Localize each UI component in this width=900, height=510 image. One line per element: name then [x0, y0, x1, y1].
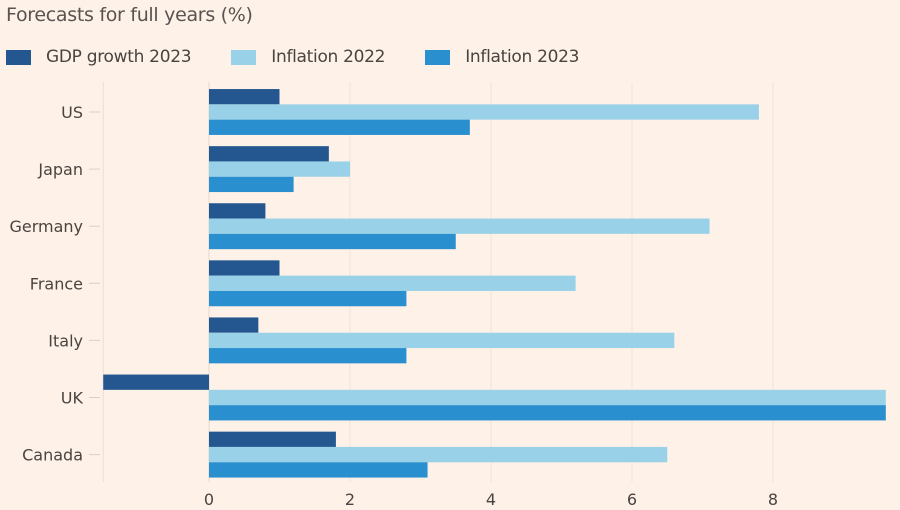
- legend-label-inflation-2023: Inflation 2023: [465, 47, 580, 67]
- legend-swatch-inflation-2023: [425, 49, 451, 65]
- legend-item-inflation-2022: Inflation 2022: [231, 47, 386, 67]
- category-label-us: US: [61, 103, 83, 122]
- bar-germany-inflation-2023: [209, 233, 456, 250]
- category-label-germany: Germany: [9, 217, 83, 236]
- bar-italy-inflation-2022: [209, 332, 675, 349]
- category-labels: US Japan Germany France Italy UK Canada: [9, 103, 100, 465]
- bar-japan-gdp-growth-2023: [209, 146, 329, 162]
- bar-uk-inflation-2023: [209, 405, 886, 421]
- legend-swatch-gdp-2023: [6, 49, 31, 65]
- x-tick-label-6: 6: [627, 490, 637, 509]
- bar-canada-gdp-growth-2023: [209, 431, 336, 447]
- chart-title: Forecasts for full years (%): [6, 4, 253, 26]
- bar-canada-inflation-2022: [209, 446, 668, 463]
- legend-item-gdp-2023: GDP growth 2023: [6, 47, 192, 67]
- bar-italy-gdp-growth-2023: [209, 317, 259, 333]
- legend-label-gdp-2023: GDP growth 2023: [46, 47, 192, 67]
- bar-france-inflation-2022: [209, 275, 576, 291]
- category-label-italy: Italy: [48, 331, 83, 350]
- bar-uk-inflation-2022: [209, 389, 886, 406]
- category-label-canada: Canada: [22, 446, 83, 465]
- bar-italy-inflation-2023: [209, 348, 407, 364]
- legend-swatch-inflation-2022: [231, 49, 257, 65]
- legend-item-inflation-2023: Inflation 2023: [425, 47, 579, 67]
- x-tick-label-0: 0: [204, 490, 214, 509]
- bar-uk-gdp-growth-2023: [103, 374, 209, 390]
- category-label-uk: UK: [61, 389, 84, 408]
- legend-label-inflation-2022: Inflation 2022: [271, 47, 386, 67]
- x-tick-label-4: 4: [486, 490, 496, 509]
- bar-us-inflation-2022: [209, 104, 759, 120]
- bar-germany-inflation-2022: [209, 218, 710, 234]
- bar-japan-inflation-2023: [209, 176, 294, 193]
- category-label-japan: Japan: [37, 160, 83, 179]
- bar-canada-inflation-2023: [209, 462, 428, 478]
- x-tick-label-2: 2: [345, 490, 355, 509]
- bars: [103, 89, 886, 478]
- x-tick-label-8: 8: [768, 490, 778, 509]
- bar-germany-gdp-growth-2023: [209, 203, 266, 219]
- x-tick-labels: 0 2 4 6 8: [204, 490, 778, 509]
- category-label-france: France: [30, 274, 83, 293]
- bar-france-inflation-2023: [209, 290, 407, 307]
- bar-us-inflation-2023: [209, 119, 470, 135]
- legend: GDP growth 2023 Inflation 2022 Inflation…: [6, 47, 619, 67]
- bar-us-gdp-growth-2023: [209, 89, 280, 105]
- bar-japan-inflation-2022: [209, 161, 350, 177]
- bar-france-gdp-growth-2023: [209, 260, 280, 276]
